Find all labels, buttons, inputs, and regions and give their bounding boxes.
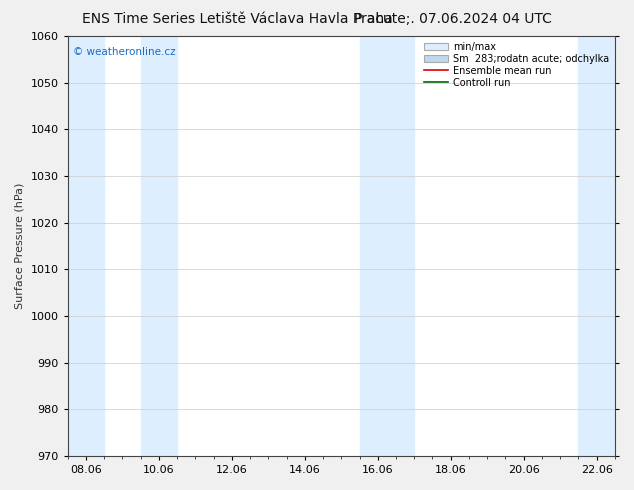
- Legend: min/max, Sm  283;rodatn acute; odchylka, Ensemble mean run, Controll run: min/max, Sm 283;rodatn acute; odchylka, …: [421, 39, 612, 91]
- Bar: [359, 36, 414, 456]
- Text: © weatheronline.cz: © weatheronline.cz: [73, 47, 176, 57]
- Text: ENS Time Series Letiště Václava Havla Praha: ENS Time Series Letiště Václava Havla Pr…: [82, 12, 393, 26]
- Bar: [578, 36, 615, 456]
- Bar: [68, 36, 104, 456]
- Y-axis label: Surface Pressure (hPa): Surface Pressure (hPa): [15, 183, 25, 309]
- Text: P acute;. 07.06.2024 04 UTC: P acute;. 07.06.2024 04 UTC: [354, 12, 552, 26]
- Bar: [141, 36, 177, 456]
